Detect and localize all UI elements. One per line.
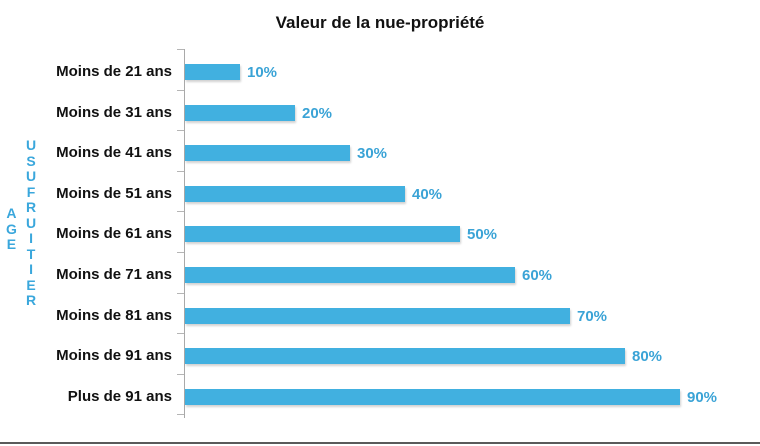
value-label: 60% (522, 267, 553, 284)
bar (185, 226, 460, 243)
bar (185, 185, 405, 202)
category-label: Moins de 31 ans (56, 103, 172, 121)
bar (185, 104, 295, 121)
usufruitier-letter: R (26, 292, 37, 308)
bar-row: Moins de 21 ans 10% (0, 52, 760, 92)
usufruitier-letter: U (26, 168, 37, 184)
axis-tick (177, 89, 184, 91)
bottom-border (0, 442, 760, 444)
bar (185, 348, 625, 365)
axis-tick (177, 130, 184, 132)
usufruitier-letter: E (26, 276, 36, 293)
axis-tick (177, 373, 184, 375)
axis-tick (177, 211, 184, 213)
value-label: 90% (687, 388, 718, 406)
usufruitier-letter: F (26, 183, 36, 200)
bar (185, 267, 515, 283)
age-letter: E (6, 236, 17, 252)
category-label: Moins de 61 ans (56, 225, 172, 243)
bar-row: Moins de 61 ans 50% (0, 214, 760, 254)
category-label: Moins de 21 ans (56, 63, 172, 80)
category-label: Moins de 51 ans (56, 184, 172, 202)
category-label: Moins de 41 ans (56, 144, 172, 162)
age-letter: G (6, 220, 17, 237)
value-label: 10% (247, 64, 278, 81)
age-letter: A (6, 205, 17, 221)
bar-row: Plus de 91 ans 90% (0, 377, 760, 417)
y-axis-line (184, 49, 185, 418)
value-label: 80% (632, 348, 663, 366)
usufruitier-letter: I (29, 230, 33, 246)
usufruitier-letter: S (26, 152, 36, 169)
category-label: Moins de 71 ans (56, 266, 172, 283)
bar (185, 388, 680, 405)
bar-row: Moins de 71 ans 60% (0, 255, 760, 295)
axis-tick (177, 252, 184, 253)
usufruitier-letter: U (26, 137, 37, 153)
value-label: 40% (412, 185, 443, 203)
bar-row: Moins de 81 ans 70% (0, 296, 760, 336)
axis-tick (177, 170, 184, 172)
bar (185, 307, 570, 324)
usufruitier-letter: U (26, 214, 37, 231)
usufruitier-letter: T (26, 245, 36, 262)
bar (185, 64, 240, 80)
bar-row: Moins de 51 ans 40% (0, 174, 760, 214)
axis-tick (177, 414, 184, 416)
axis-tick (177, 333, 184, 335)
category-label: Moins de 81 ans (56, 306, 172, 324)
category-label: Moins de 91 ans (56, 347, 172, 365)
bar (185, 145, 350, 162)
bar-row: Moins de 91 ans 80% (0, 336, 760, 376)
axis-tick (177, 292, 184, 294)
usufruitier-letter: I (29, 261, 33, 277)
bar-row: Moins de 41 ans 30% (0, 133, 760, 173)
axis-tick (177, 49, 184, 50)
value-label: 50% (467, 226, 498, 244)
chart-title: Valeur de la nue-propriété (275, 13, 485, 32)
value-label: 30% (357, 145, 388, 163)
value-label: 70% (577, 307, 608, 325)
usufruitier-letter: R (26, 199, 37, 215)
value-label: 20% (302, 104, 333, 122)
bar-row: Moins de 31 ans 20% (0, 93, 760, 133)
category-label: Plus de 91 ans (67, 387, 172, 405)
